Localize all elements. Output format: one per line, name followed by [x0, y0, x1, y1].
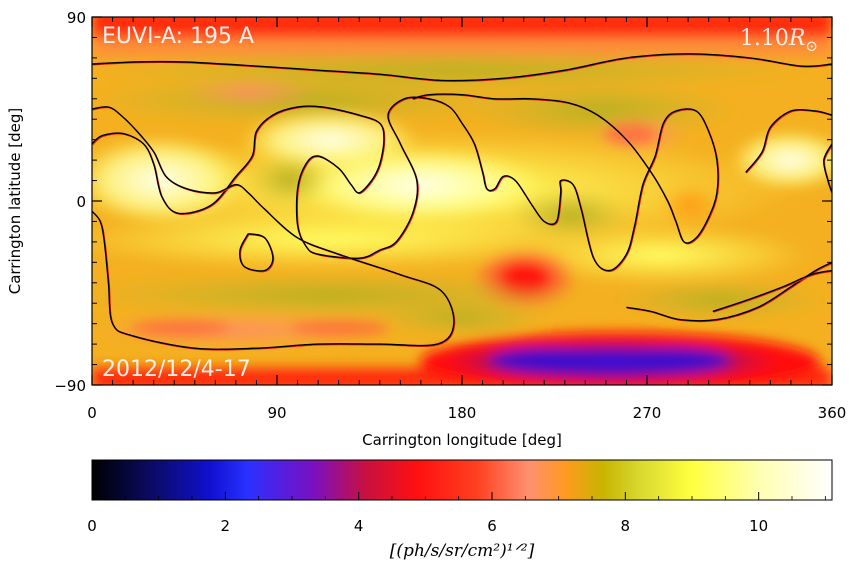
x-tick-label: 180 [448, 404, 477, 422]
radius-label: 1.10R⊙ [740, 26, 818, 55]
contour-north [92, 53, 832, 82]
y-axis-label: Carrington latitude [deg] [6, 108, 24, 295]
colorbar-tick-label: 2 [221, 517, 231, 535]
contour-east2-alt [713, 270, 832, 313]
colorbar-tick-label: 4 [354, 517, 364, 535]
y-tick-label: 90 [67, 9, 86, 27]
contour-north-alt [92, 53, 832, 83]
colorbar-tick-label: 6 [487, 517, 497, 535]
colorbar [91, 459, 833, 501]
x-tick-label: 0 [87, 404, 97, 422]
colorbar-tick-label: 8 [621, 517, 631, 535]
contour-right-edge [823, 143, 832, 194]
y-tick-label: −90 [54, 377, 86, 395]
x-tick-label: 360 [818, 404, 847, 422]
contour-blob [239, 233, 274, 272]
heatmap [92, 17, 832, 385]
x-tick-label: 90 [267, 404, 286, 422]
instrument-label: EUVI-A: 195 A [102, 24, 254, 49]
colorbar-tick-label: 10 [749, 517, 768, 535]
x-axis-label: Carrington longitude [deg] [362, 431, 562, 449]
y-axis-ticks: 90 0 −90 [54, 9, 832, 395]
colorbar-unit-label: [(ph/s/sr/cm²)¹ᐟ²] [390, 541, 535, 561]
contour-west [92, 106, 455, 350]
contour-east2 [712, 269, 832, 313]
y-tick-label: 0 [76, 193, 86, 211]
colorbar-ticks: 0 2 4 6 8 10 [87, 492, 826, 535]
contour-main [92, 93, 719, 272]
colorbar-tick-label: 0 [87, 517, 97, 535]
x-tick-label: 270 [633, 404, 662, 422]
contour-right-top [745, 108, 832, 173]
minor-ticks [91, 16, 833, 386]
contour-east [626, 261, 832, 322]
contour-layer [92, 53, 832, 351]
x-axis-ticks: 0 90 180 270 360 [87, 17, 846, 422]
date-label: 2012/12/4-17 [102, 357, 251, 382]
